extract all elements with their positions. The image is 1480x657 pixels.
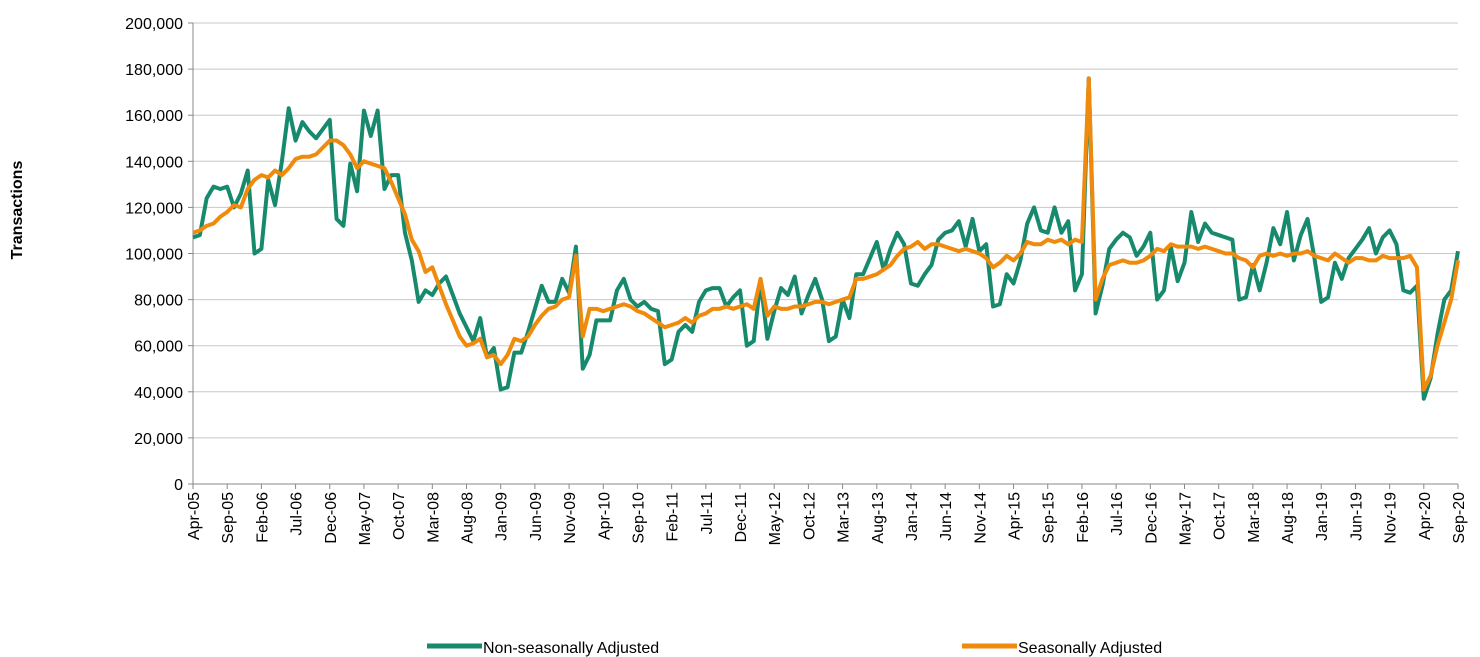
x-tick-label: Nov-14 xyxy=(972,492,989,544)
x-tick-label: Aug-13 xyxy=(870,492,887,544)
y-tick-label: 200,000 xyxy=(125,16,183,33)
x-tick-label: Sep-05 xyxy=(220,492,237,544)
y-tick-label: 120,000 xyxy=(125,200,183,217)
x-tick-label: Oct-17 xyxy=(1212,492,1229,540)
x-tick-label: Oct-12 xyxy=(801,492,818,540)
x-tick-label: May-12 xyxy=(767,492,784,545)
x-tick-label: Jun-09 xyxy=(528,492,545,541)
x-tick-label: Jan-09 xyxy=(494,492,511,541)
x-tick-label: Jan-14 xyxy=(904,492,921,541)
x-tick-label: Jan-19 xyxy=(1314,492,1331,541)
x-tick-label: Sep-20 xyxy=(1451,492,1468,544)
x-tick-label: Jul-16 xyxy=(1109,492,1126,536)
x-tick-label: May-17 xyxy=(1177,492,1194,545)
x-tick-label: Dec-11 xyxy=(733,492,750,542)
x-tick-label: Feb-11 xyxy=(665,492,682,542)
x-tick-label: Aug-18 xyxy=(1280,492,1297,544)
x-tick-label: Jul-11 xyxy=(699,492,716,534)
x-tick-label: Feb-16 xyxy=(1075,492,1092,543)
x-tick-label: Mar-13 xyxy=(836,492,853,543)
x-tick-label: Mar-08 xyxy=(425,492,442,543)
y-tick-label: 0 xyxy=(174,477,183,494)
x-tick-label: Apr-20 xyxy=(1417,492,1434,540)
y-tick-label: 100,000 xyxy=(125,247,183,264)
y-tick-label: 140,000 xyxy=(125,154,183,171)
x-tick-label: Dec-06 xyxy=(323,492,340,544)
x-tick-label: Dec-16 xyxy=(1143,492,1160,544)
x-tick-label: Aug-08 xyxy=(460,492,477,544)
y-tick-label: 180,000 xyxy=(125,62,183,79)
x-tick-label: Sep-15 xyxy=(1041,492,1058,544)
y-tick-label: 160,000 xyxy=(125,108,183,125)
x-tick-label: Sep-10 xyxy=(630,492,647,544)
x-tick-label: Apr-05 xyxy=(186,492,203,540)
y-axis-label: Transactions xyxy=(9,161,26,260)
x-tick-label: Apr-10 xyxy=(596,492,613,540)
x-tick-label: Jun-14 xyxy=(938,492,955,541)
legend-label: Seasonally Adjusted xyxy=(1018,640,1162,657)
x-tick-label: Oct-07 xyxy=(391,492,408,540)
y-tick-label: 40,000 xyxy=(134,385,183,402)
x-tick-label: Feb-06 xyxy=(254,492,271,543)
x-tick-label: May-07 xyxy=(357,492,374,545)
y-tick-label: 60,000 xyxy=(134,339,183,356)
x-tick-label: Nov-19 xyxy=(1383,492,1400,544)
x-tick-label: Nov-09 xyxy=(562,492,579,544)
x-tick-label: Mar-18 xyxy=(1246,492,1263,543)
y-tick-label: 80,000 xyxy=(134,293,183,310)
series-line xyxy=(192,76,1460,401)
x-tick-label: Apr-15 xyxy=(1007,492,1024,540)
legend-label: Non-seasonally Adjusted xyxy=(483,640,659,657)
y-tick-label: 20,000 xyxy=(134,431,183,448)
x-tick-label: Jun-19 xyxy=(1348,492,1365,541)
series-line xyxy=(192,76,1460,392)
x-tick-label: Jul-06 xyxy=(289,492,306,536)
